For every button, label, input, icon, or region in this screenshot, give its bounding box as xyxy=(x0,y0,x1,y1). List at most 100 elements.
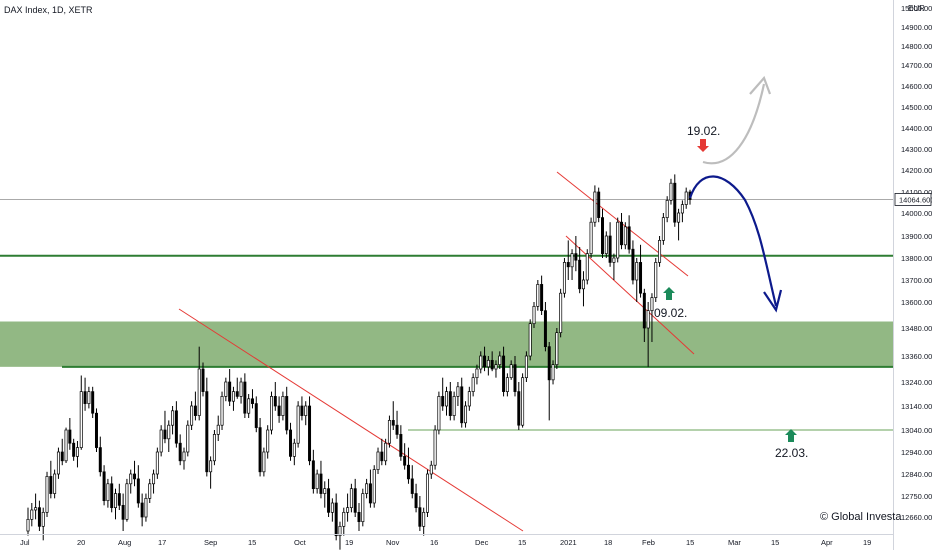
candle-body xyxy=(266,429,270,453)
candle-body xyxy=(235,391,239,397)
candle-body xyxy=(460,386,464,424)
y-tick-label: 15000.000 xyxy=(901,4,932,13)
candle-body xyxy=(608,235,612,263)
candle-body xyxy=(448,391,452,416)
candle-body xyxy=(486,359,490,368)
candle-body xyxy=(536,284,540,307)
candle-body xyxy=(75,447,79,457)
candle-body xyxy=(258,427,262,473)
candle-body xyxy=(551,364,555,381)
candle-body xyxy=(250,398,254,404)
x-tick-label: 18 xyxy=(604,538,612,547)
candle-body xyxy=(311,460,315,490)
candle-body xyxy=(475,368,479,379)
candle-body xyxy=(148,483,152,499)
candle-body xyxy=(445,391,448,407)
candle-body xyxy=(471,377,475,392)
forecast-up-path xyxy=(702,83,766,165)
candle-body xyxy=(654,262,658,298)
candle-body xyxy=(570,253,574,268)
x-tick-label: 19 xyxy=(345,538,353,547)
candle-body xyxy=(380,451,384,462)
candle-body xyxy=(425,473,429,513)
candle-body xyxy=(372,469,376,504)
candle-body xyxy=(308,405,312,462)
y-tick-label: 14700.000 xyxy=(901,61,932,70)
candle-body xyxy=(91,391,95,414)
candle-body xyxy=(72,442,76,457)
last-price-tag xyxy=(894,193,932,206)
candle-body xyxy=(452,396,456,416)
candle-body xyxy=(315,473,319,490)
candle-body xyxy=(357,511,361,523)
candle-body xyxy=(327,488,331,513)
candle-body xyxy=(155,451,159,475)
candle-body xyxy=(395,424,399,435)
candle-body xyxy=(212,434,216,462)
candle-body xyxy=(361,493,365,523)
watermark: © Global Investa xyxy=(820,511,902,523)
candle-body xyxy=(627,226,631,250)
candle-body xyxy=(49,476,53,494)
candle-body xyxy=(543,310,547,348)
chart-title: DAX Index, 1D, XETR xyxy=(4,5,93,15)
candle-body xyxy=(34,507,38,511)
candle-body xyxy=(26,518,30,532)
y-tick-label: 14500.000 xyxy=(901,103,932,112)
x-tick-label: 15 xyxy=(686,538,694,547)
candle-body xyxy=(456,386,460,397)
candle-body xyxy=(98,447,102,473)
candle-body xyxy=(239,381,243,397)
candle-body xyxy=(193,405,197,416)
candle-body xyxy=(616,221,620,259)
candle-body xyxy=(346,507,350,513)
candle-body xyxy=(387,420,391,444)
candle-body xyxy=(391,420,395,426)
candle-body xyxy=(642,292,646,329)
candle-body xyxy=(254,403,258,428)
candle-body xyxy=(110,483,114,509)
candle-body xyxy=(532,305,536,325)
y-tick-label: 13800.000 xyxy=(901,254,932,263)
candle-body xyxy=(304,405,308,416)
candle-body xyxy=(79,391,83,448)
x-tick-label: 19 xyxy=(863,538,871,547)
y-tick-label: 13700.000 xyxy=(901,276,932,285)
candle-body xyxy=(620,221,624,246)
candle-body xyxy=(102,471,106,502)
candle-body xyxy=(281,396,285,416)
candle-body xyxy=(684,191,688,205)
candle-body xyxy=(665,200,669,218)
candle-body xyxy=(578,259,582,290)
candle-body xyxy=(45,476,49,513)
x-tick-label: Feb xyxy=(642,538,655,547)
candle-body xyxy=(604,235,608,254)
candle-body xyxy=(585,253,589,281)
candle-body xyxy=(658,240,662,263)
candle-body xyxy=(174,410,178,444)
candle-body xyxy=(673,182,677,223)
candle-body xyxy=(136,478,140,504)
candle-body xyxy=(509,364,513,379)
candle-body xyxy=(677,212,681,223)
candle-body xyxy=(414,493,418,509)
candle-body xyxy=(505,377,509,392)
candle-body xyxy=(566,262,570,268)
candle-body xyxy=(403,456,407,466)
candle-body xyxy=(559,292,563,334)
candle-body xyxy=(129,473,133,485)
candle-body xyxy=(37,507,41,527)
candle-body xyxy=(228,381,232,402)
candle-body xyxy=(68,429,72,444)
candle-body xyxy=(209,460,213,473)
candle-body xyxy=(270,396,273,431)
y-tick-label: 12750.000 xyxy=(901,492,932,501)
candle-body xyxy=(231,391,235,402)
candle-body xyxy=(220,396,224,426)
candle-body xyxy=(498,355,502,366)
candle-body xyxy=(247,398,251,414)
candle-body xyxy=(186,424,190,453)
candle-body xyxy=(441,396,445,407)
candle-body xyxy=(292,442,296,457)
